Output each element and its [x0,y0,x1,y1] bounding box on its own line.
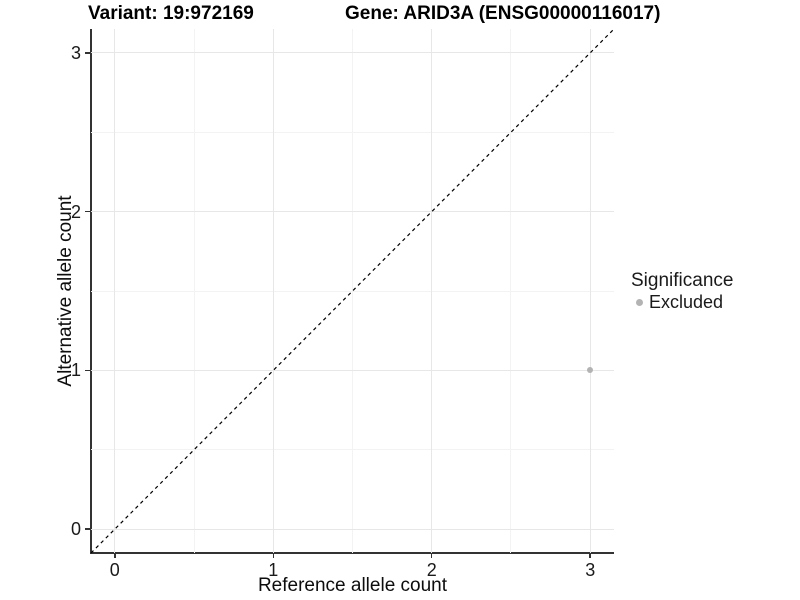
y-axis-tick-mark [85,210,90,213]
data-point [587,367,594,374]
x-axis-tick-mark [589,553,591,558]
major-gridline-horizontal [91,369,614,371]
major-gridline-horizontal [91,211,614,213]
major-gridline-horizontal [91,52,614,54]
major-gridline-vertical [272,29,274,553]
legend-key-dot-icon [636,299,643,306]
legend-significance: Significance Excluded [631,270,733,313]
y-axis-title: Alternative allele count [55,195,76,387]
major-gridline-vertical [114,29,116,553]
x-axis-tick-label: 3 [585,560,596,580]
plot-title-gene: Gene: ARID3A (ENSG00000116017) [345,3,661,24]
x-axis-tick-mark [272,553,274,558]
identity-reference-line [90,28,615,554]
plot-panel: 0 1 2 3 0 1 2 3 [71,28,615,580]
x-axis-title: Reference allele count [257,575,448,596]
legend-item-excluded: Excluded [631,292,733,313]
major-gridline-horizontal [91,528,614,530]
legend-item-label: Excluded [649,292,724,312]
x-axis-tick-label: 2 [426,560,437,580]
x-axis-tick-mark [430,553,433,558]
minor-gridline-horizontal [91,131,614,133]
legend-title: Significance [631,270,734,291]
major-gridline-vertical [431,29,433,553]
y-axis-tick-label: 3 [70,42,81,63]
y-axis-tick-label: 2 [70,201,81,222]
y-axis-tick-label: 1 [70,360,81,381]
y-axis-tick-mark [85,369,90,372]
y-axis-tick-label: 0 [70,519,81,540]
x-axis-tick-label: 0 [109,560,120,580]
minor-gridline-horizontal [91,290,614,292]
plot-title-variant: Variant: 19:972169 [88,3,254,24]
major-gridline-vertical [589,29,591,553]
x-axis-tick-mark [114,553,116,558]
x-axis-line [90,552,614,554]
y-axis-tick-mark [85,528,90,530]
x-axis-tick-label: 1 [268,560,279,580]
minor-gridline-horizontal [91,449,614,451]
y-axis-tick-mark [85,52,90,54]
